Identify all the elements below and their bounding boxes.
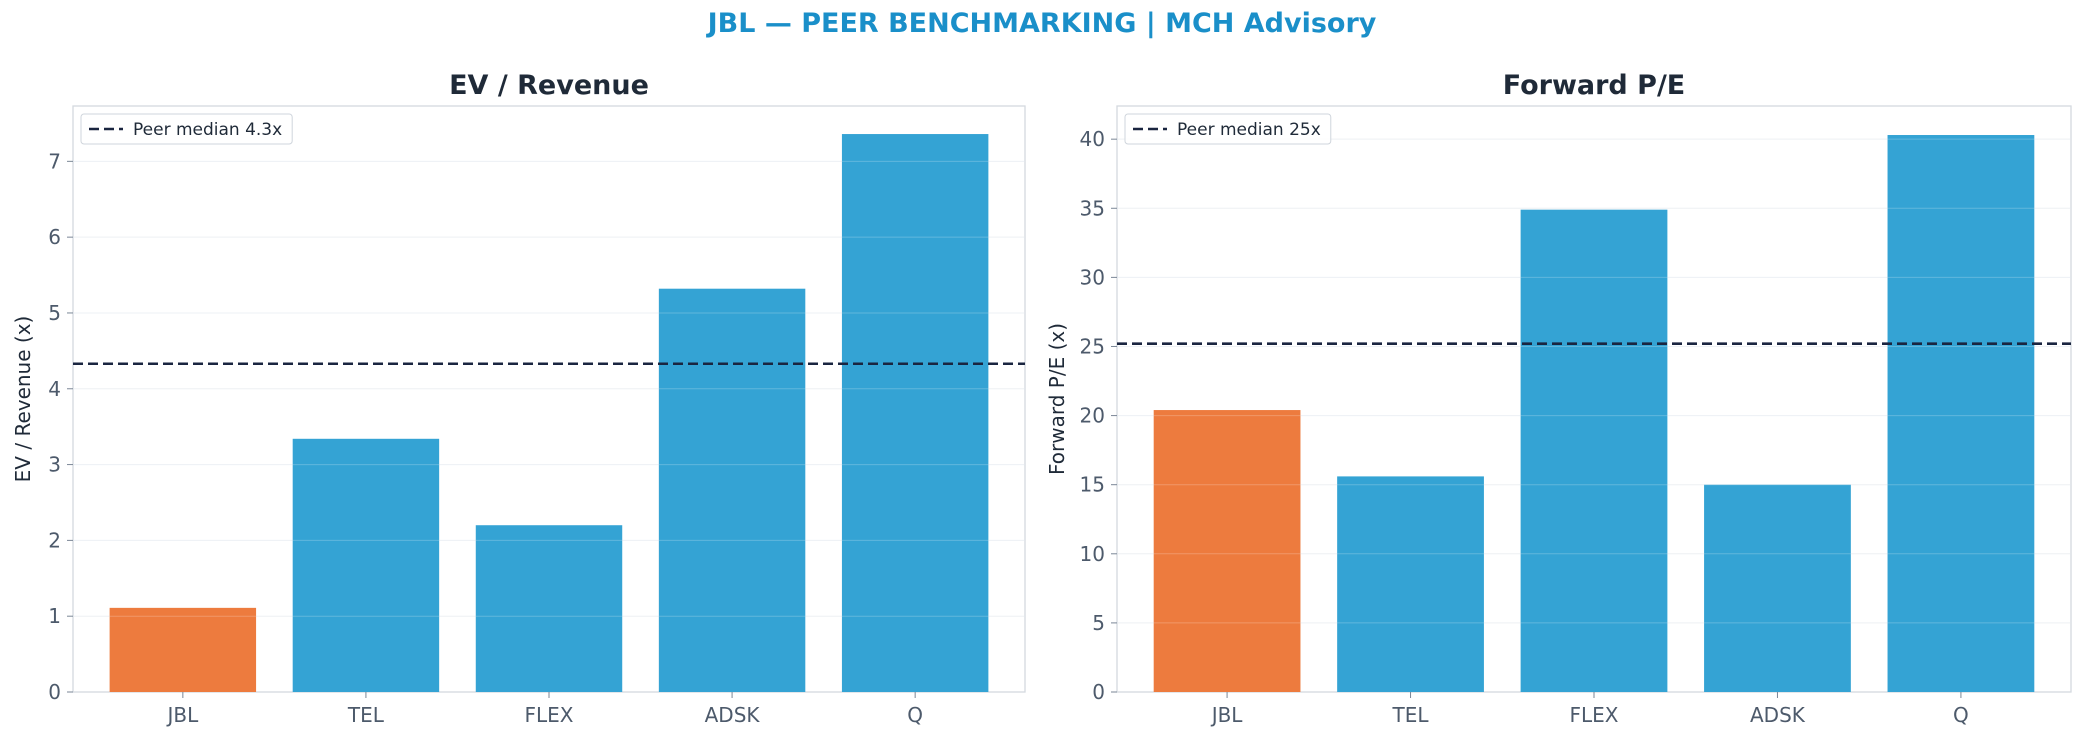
bar-adsk <box>1704 484 1851 692</box>
y-tick-label: 7 <box>48 149 61 173</box>
legend: Peer median 4.3x <box>80 113 293 145</box>
x-tick-label: Q <box>907 703 923 727</box>
y-tick-label: 0 <box>48 680 61 704</box>
x-tick-label: ADSK <box>1750 703 1806 727</box>
figure-title: JBL — PEER BENCHMARKING | MCH Advisory <box>707 8 1377 39</box>
x-tick-label: Q <box>1953 703 1969 727</box>
y-tick-label: 1 <box>48 604 61 628</box>
y-axis-label: EV / Revenue (x) <box>11 316 35 483</box>
y-tick-label: 5 <box>48 301 61 325</box>
x-tick-label: TEL <box>347 703 385 727</box>
y-tick-label: 30 <box>1080 265 1105 289</box>
bar-jbl <box>109 607 257 692</box>
bar-tel <box>292 438 440 692</box>
x-tick-label: JBL <box>165 703 199 727</box>
y-tick-label: 40 <box>1080 127 1105 151</box>
bar-adsk <box>658 288 806 692</box>
chart-ev-revenue: EV / Revenue EV / Revenue (x) 0 1 2 3 4 5 6 7 JB… <box>11 70 1026 727</box>
y-tick-label: 0 <box>1092 680 1105 704</box>
x-tick-label: TEL <box>1392 703 1430 727</box>
bar-layer <box>73 134 1025 692</box>
chart-title: EV / Revenue <box>449 70 649 101</box>
legend: Peer median 25x <box>1124 113 1332 145</box>
bar-tel <box>1337 476 1484 692</box>
bar-jbl <box>1153 410 1301 692</box>
y-tick-label: 25 <box>1080 334 1105 358</box>
y-tick-label: 2 <box>48 528 61 552</box>
y-tick-label: 6 <box>48 225 61 249</box>
y-tick-label: 5 <box>1092 611 1105 635</box>
legend-box <box>80 113 293 145</box>
y-tick-label: 3 <box>48 453 61 477</box>
bar-layer <box>1117 135 2071 693</box>
chart-forward-pe: Forward P/E Forward P/E (x) 0 5 10 15 20 25 30… <box>1045 70 2072 727</box>
y-tick-label: 15 <box>1080 473 1105 497</box>
bar-flex <box>1520 209 1668 693</box>
y-axis-label: Forward P/E (x) <box>1045 323 1069 475</box>
tick-layer: 0 1 2 3 4 5 6 7 JBL TEL FLEX ADSK Q <box>48 149 923 727</box>
x-tick-label: JBL <box>1210 703 1244 727</box>
bar-flex <box>475 525 623 692</box>
x-tick-label: ADSK <box>705 703 761 727</box>
legend-box <box>1124 113 1332 145</box>
chart-title: Forward P/E <box>1503 70 1686 101</box>
x-tick-label: FLEX <box>1570 703 1619 727</box>
y-tick-label: 35 <box>1080 196 1105 220</box>
y-tick-label: 20 <box>1080 404 1105 428</box>
bar-q <box>1887 135 2035 693</box>
tick-layer: 0 5 10 15 20 25 30 35 40 JBL TEL FLEX ADSK Q <box>1080 127 1969 727</box>
legend-label: Peer median 25x <box>1177 120 1321 140</box>
y-tick-label: 10 <box>1080 542 1105 566</box>
x-tick-label: FLEX <box>525 703 574 727</box>
legend-label: Peer median 4.3x <box>133 120 282 140</box>
bar-q <box>841 134 989 692</box>
y-tick-label: 4 <box>48 377 61 401</box>
